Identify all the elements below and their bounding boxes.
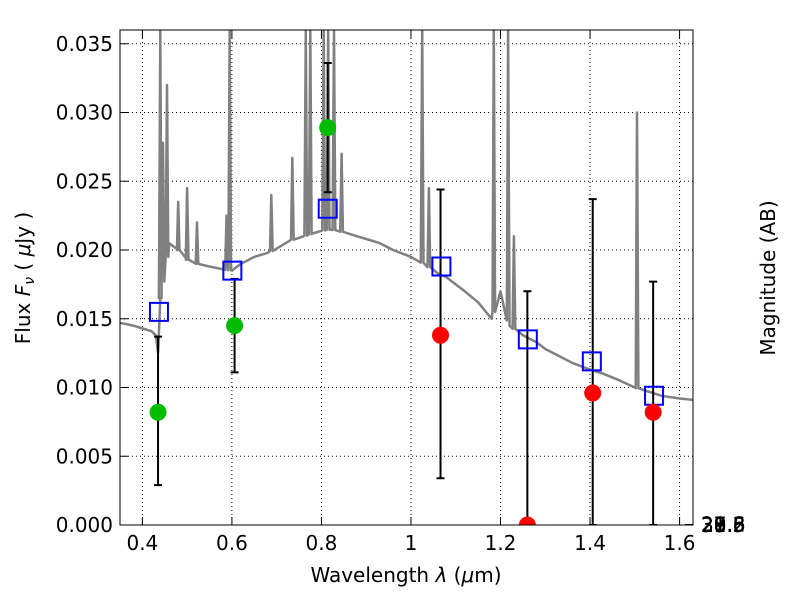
y-tick-label: 0.030 <box>56 101 113 125</box>
x-label-symbol: λ <box>434 563 447 587</box>
y-tick-label: 0.005 <box>56 444 113 468</box>
y2-axis-label: Magnitude (AB) <box>756 200 780 355</box>
y-tick-label: 0.000 <box>56 513 113 537</box>
y-label-suffix: ( <box>11 256 35 277</box>
nondetection-point <box>432 326 450 344</box>
y2-tick-label: 28 <box>701 513 726 537</box>
x-tick-label: 0.6 <box>216 531 248 555</box>
model-box-marker <box>431 256 452 277</box>
y2-tick-label: 27.6 <box>701 513 746 537</box>
x-axis-ticks: 0.4 0.6 0.8 1 1.2 1.4 1.6 <box>126 30 695 555</box>
x-tick-label: 0.4 <box>126 531 158 555</box>
y-label-unit: Jy ) <box>11 212 35 246</box>
spectrum-layer <box>120 30 693 402</box>
y-label-prefix: Flux <box>11 296 35 344</box>
y2-tick-label: 28.2 <box>701 513 746 537</box>
y2-tick-label: 28.5 <box>701 513 746 537</box>
model-box-marker <box>517 329 538 350</box>
nondetection-point <box>644 403 662 421</box>
x-tick-label: 1.6 <box>664 531 696 555</box>
model-box-marker <box>148 301 169 322</box>
y-tick-label: 0.035 <box>56 32 113 56</box>
y-tick-label: 0.020 <box>56 238 113 262</box>
y2-tick-label: 29 <box>701 513 726 537</box>
marker-layer <box>148 119 665 525</box>
nondetection-point <box>518 516 536 525</box>
y-tick-label: 0.015 <box>56 307 113 331</box>
x-axis-label: Wavelength λ (μm) <box>310 563 501 587</box>
detection-point <box>226 317 244 335</box>
y-label-symbol: F <box>11 284 35 296</box>
model-box-marker <box>222 260 243 281</box>
y-tick-label: 0.010 <box>56 376 113 400</box>
x-label-mu: μ <box>460 563 474 587</box>
model-box-marker <box>581 351 602 372</box>
x-tick-label: 1.4 <box>574 531 606 555</box>
y2-tick-label: 30 <box>701 513 726 537</box>
x-tick-label: 1.2 <box>485 531 517 555</box>
x-tick-label: 0.8 <box>306 531 338 555</box>
detection-point <box>319 119 337 137</box>
plot-frame <box>119 29 694 526</box>
y-label-mu: μ <box>11 244 35 258</box>
y2-tick-label: 27.8 <box>701 513 746 537</box>
spectrum-line <box>120 30 693 402</box>
grid <box>120 30 693 526</box>
x-label-suffix: ( <box>447 563 461 587</box>
y-axis-ticks: 0.000 0.005 0.010 0.015 0.020 0.025 0.030 0.035 <box>56 32 128 537</box>
model-box-marker <box>317 198 338 219</box>
y-label-subscript: ν <box>22 277 38 285</box>
x-tick-label: 1 <box>405 531 418 555</box>
detection-point <box>149 403 167 421</box>
y-axis-label: Flux Fν ( μJy ) <box>11 212 38 344</box>
x-label-unit: m) <box>474 563 501 587</box>
nondetection-point <box>584 384 602 402</box>
x-label-prefix: Wavelength <box>310 563 435 587</box>
y2-tick-label: 29.5 <box>701 513 746 537</box>
y2-tick-label: 31 <box>701 513 726 537</box>
y-tick-label: 0.025 <box>56 169 113 193</box>
